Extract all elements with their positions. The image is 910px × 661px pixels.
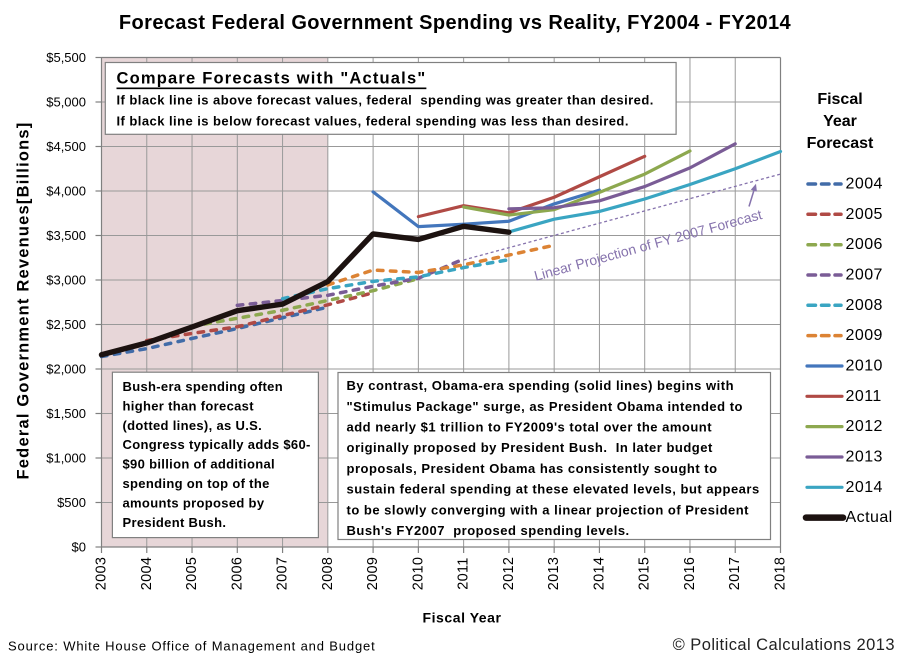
svg-text:If black line is below forecas: If black line is below forecast values, … bbox=[117, 114, 629, 129]
svg-text:2003: 2003 bbox=[94, 557, 110, 590]
svg-text:$4,500: $4,500 bbox=[46, 139, 86, 154]
svg-text:2009: 2009 bbox=[365, 557, 381, 590]
svg-text:$1,000: $1,000 bbox=[46, 451, 86, 466]
svg-text:Compare Forecasts with "Actual: Compare Forecasts with "Actuals" bbox=[117, 70, 427, 88]
svg-text:spending on top of the: spending on top of the bbox=[123, 476, 270, 491]
svg-text:Source: White House Office of: Source: White House Office of Management… bbox=[8, 639, 376, 654]
svg-text:Fiscal: Fiscal bbox=[817, 91, 862, 108]
svg-text:2004: 2004 bbox=[139, 557, 155, 590]
svg-text:2008: 2008 bbox=[846, 297, 883, 314]
svg-text:Fiscal Year: Fiscal Year bbox=[423, 610, 502, 626]
svg-text:2009: 2009 bbox=[846, 327, 883, 344]
svg-text:Congress typically adds $60-: Congress typically adds $60- bbox=[123, 437, 311, 452]
svg-text:2011: 2011 bbox=[456, 557, 472, 589]
svg-text:By contrast, Obama-era spendin: By contrast, Obama-era spending (solid l… bbox=[347, 378, 735, 393]
svg-text:2006: 2006 bbox=[846, 236, 883, 253]
svg-text:President Bush.: President Bush. bbox=[123, 515, 227, 530]
svg-text:Federal Government Revenues[Bi: Federal Government Revenues[Billions] bbox=[15, 122, 33, 480]
svg-text:2006: 2006 bbox=[229, 557, 245, 590]
svg-text:$5,500: $5,500 bbox=[46, 50, 86, 65]
svg-text:amounts proposed by: amounts proposed by bbox=[123, 495, 265, 510]
svg-text:2016: 2016 bbox=[682, 557, 698, 590]
svg-text:2013: 2013 bbox=[846, 449, 883, 466]
svg-text:to be slowly converging with a: to be slowly converging with a linear pr… bbox=[347, 502, 750, 517]
svg-text:$500: $500 bbox=[57, 495, 86, 510]
svg-text:2015: 2015 bbox=[637, 557, 653, 590]
svg-text:$0: $0 bbox=[72, 540, 86, 555]
svg-text:2012: 2012 bbox=[501, 557, 517, 590]
svg-text:2010: 2010 bbox=[410, 557, 426, 590]
svg-text:2007: 2007 bbox=[275, 557, 291, 590]
svg-text:2013: 2013 bbox=[546, 557, 562, 590]
svg-text:2005: 2005 bbox=[846, 206, 883, 223]
svg-text:2008: 2008 bbox=[320, 557, 336, 590]
svg-text:$4,000: $4,000 bbox=[46, 184, 86, 199]
svg-text:2012: 2012 bbox=[846, 418, 883, 435]
svg-text:(dotted lines), as U.S.: (dotted lines), as U.S. bbox=[123, 418, 263, 433]
svg-text:2014: 2014 bbox=[846, 479, 883, 496]
svg-text:© Political Calculations 2013: © Political Calculations 2013 bbox=[673, 636, 895, 654]
svg-text:2007: 2007 bbox=[846, 267, 883, 284]
svg-text:higher than forecast: higher than forecast bbox=[123, 398, 255, 413]
svg-text:add nearly $1 trillion to FY20: add nearly $1 trillion to FY2009's total… bbox=[347, 420, 713, 435]
svg-text:$3,500: $3,500 bbox=[46, 228, 86, 243]
svg-text:proposals, President Obama has: proposals, President Obama has consisten… bbox=[347, 461, 718, 476]
svg-text:sustain federal spending at th: sustain federal spending at these elevat… bbox=[347, 482, 760, 497]
svg-text:$1,500: $1,500 bbox=[46, 406, 86, 421]
svg-text:2004: 2004 bbox=[846, 176, 883, 193]
svg-text:2018: 2018 bbox=[773, 557, 789, 590]
svg-text:$2,500: $2,500 bbox=[46, 317, 86, 332]
svg-text:2011: 2011 bbox=[846, 388, 882, 405]
svg-text:Bush's FY2007 proposed spendi: Bush's FY2007 proposed spending levels. bbox=[347, 523, 630, 538]
svg-text:$90 billion of additional: $90 billion of additional bbox=[123, 457, 275, 472]
svg-text:2017: 2017 bbox=[727, 557, 743, 590]
svg-text:Year: Year bbox=[823, 113, 857, 130]
svg-text:$2,000: $2,000 bbox=[46, 362, 86, 377]
svg-text:Actual: Actual bbox=[846, 509, 893, 526]
svg-text:"Stimulus Package" surge, as P: "Stimulus Package" surge, as President O… bbox=[347, 399, 744, 414]
svg-text:originally proposed by Preside: originally proposed by President Bush. I… bbox=[347, 440, 713, 455]
svg-text:2005: 2005 bbox=[184, 557, 200, 590]
svg-text:If black line is above forecas: If black line is above forecast values, … bbox=[117, 93, 654, 108]
svg-text:Forecast Federal Government Sp: Forecast Federal Government Spending vs … bbox=[119, 12, 792, 34]
svg-text:Forecast: Forecast bbox=[807, 135, 874, 152]
svg-text:2010: 2010 bbox=[846, 358, 883, 375]
svg-text:Bush-era spending often: Bush-era spending often bbox=[123, 379, 283, 394]
svg-text:$5,000: $5,000 bbox=[46, 95, 86, 110]
svg-text:$3,000: $3,000 bbox=[46, 273, 86, 288]
svg-text:2014: 2014 bbox=[591, 557, 607, 590]
